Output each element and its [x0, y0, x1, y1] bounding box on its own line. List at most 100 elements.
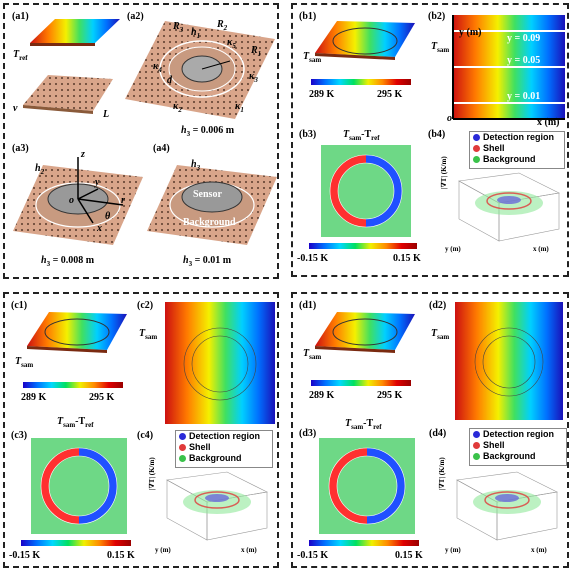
- z-axis-label: z: [81, 149, 85, 160]
- k1-label: κ1: [235, 101, 244, 114]
- shell-marker: [473, 145, 480, 153]
- plot-ylabel-c: |∇T| (K/m): [148, 457, 156, 490]
- colorbar-diff-c: [21, 540, 131, 546]
- colorbar-temperature-b: [311, 79, 411, 85]
- label-d2: (d2): [429, 300, 447, 311]
- k3-label: κ3: [249, 71, 258, 84]
- detection-marker: [473, 134, 480, 142]
- plot-xlabel-c: x (m): [241, 546, 257, 554]
- tsam-label-d1: Tsam: [303, 348, 322, 361]
- y-axis-label-a3: y: [95, 177, 100, 188]
- L-label: L: [103, 109, 110, 120]
- origin-label-a3: o: [69, 195, 74, 206]
- label-d1: (d1): [299, 300, 317, 311]
- label-c3: (c3): [11, 430, 28, 441]
- copper-plate: [23, 75, 113, 114]
- background-marker: [473, 156, 480, 164]
- gradient-plot-c4: [166, 471, 268, 541]
- panel-d: (d1) (d2) (d3) (d4) Tsam 289 K 295 K Tsa…: [291, 292, 569, 568]
- shell-marker: [473, 442, 480, 450]
- h1-label: h1: [191, 27, 201, 40]
- k4-label: κ4: [153, 61, 162, 74]
- legend-d4: [469, 428, 567, 466]
- R1-label: R1: [251, 45, 262, 58]
- cbar-max-d: 295 K: [377, 390, 403, 401]
- shell-marker: [179, 444, 186, 452]
- label-a4: (a4): [153, 143, 170, 154]
- diff-min-d: -0.15 K: [297, 550, 329, 561]
- thermal-device-b1: [315, 21, 415, 60]
- label-b2: (b2): [428, 11, 446, 22]
- sensor-label: Sensor: [193, 189, 222, 200]
- tsam-label-b2: Tsam: [431, 41, 450, 54]
- tsam-label-c2: Tsam: [139, 328, 158, 341]
- legend-item-detection-c: Detection region: [179, 431, 260, 441]
- background-marker: [473, 453, 480, 461]
- plot-xlabel-d: x (m): [531, 546, 547, 554]
- temperature-map-b2: [452, 15, 565, 120]
- thermal-device-c1: [27, 312, 127, 353]
- k2-label: κ2: [173, 101, 182, 114]
- R2-label: R2: [217, 19, 228, 32]
- device-schematic-a4: [147, 165, 277, 245]
- tsam-label-d2: Tsam: [431, 328, 450, 341]
- colorbar-temperature-c: [23, 382, 123, 388]
- legend-item-shell-b: Shell: [473, 143, 505, 153]
- diff-min-c: -0.15 K: [9, 550, 41, 561]
- background-label: Background: [183, 217, 236, 228]
- legend-b4: [469, 131, 565, 169]
- theta-label: θ: [105, 211, 111, 222]
- tsam-label-c1: Tsam: [15, 356, 34, 369]
- colorbar-temperature-d: [311, 380, 411, 386]
- r-label: r: [121, 195, 125, 206]
- legend-item-background-d: Background: [473, 451, 536, 461]
- legend-c4: [175, 430, 273, 468]
- detection-marker: [473, 431, 480, 439]
- line-label-2: y = 0.05: [507, 55, 541, 66]
- reference-plate: [30, 19, 120, 46]
- temperature-map-c2: [165, 302, 275, 424]
- label-c2: (c2): [137, 300, 154, 311]
- panel-a: (a1) (a2) (a3) (a4) Tref v L R3 h1 R2 κ5…: [3, 3, 279, 279]
- line-label-1: y = 0.09: [507, 33, 541, 44]
- legend-item-shell-c: Shell: [179, 442, 211, 452]
- label-b1: (b1): [299, 11, 317, 22]
- thermal-device-d1: [315, 312, 415, 353]
- label-c4: (c4): [137, 430, 154, 441]
- diff-max-b: 0.15 K: [393, 253, 421, 264]
- label-d3: (d3): [299, 428, 317, 439]
- cbar-min-c: 289 K: [21, 392, 47, 403]
- difference-map-c3: [31, 438, 127, 534]
- y-axis-label-b2: y (m): [459, 27, 482, 38]
- x-axis-label-a3: x: [97, 223, 102, 234]
- temperature-map-d2: [455, 302, 563, 420]
- detection-marker: [179, 433, 186, 441]
- cbar-max-c: 295 K: [89, 392, 115, 403]
- diff-max-d: 0.15 K: [395, 550, 423, 561]
- plot-ylabel-axis-b: y (m): [445, 245, 461, 253]
- device-schematic-a3: [13, 157, 143, 245]
- plot-xlabel-b: x (m): [533, 245, 549, 253]
- diff-title-c3: Tsam-Tref: [57, 416, 94, 429]
- tref-label: Tref: [13, 49, 28, 62]
- h3-a2-value: h3 = 0.006 m: [181, 125, 235, 138]
- plot-ylabel-axis-d: y (m): [445, 546, 461, 554]
- device-schematic-a2: [125, 21, 275, 119]
- R3-label: R3: [173, 21, 184, 34]
- gradient-plot-d4: [456, 471, 558, 541]
- diff-max-c: 0.15 K: [107, 550, 135, 561]
- difference-map-b3: [321, 145, 411, 237]
- tsam-label-b1: Tsam: [303, 51, 322, 64]
- h3-a4-value: h3 = 0.01 m: [183, 255, 232, 268]
- gradient-plot-b4: [458, 172, 560, 242]
- diff-title-b3: Tsam-Tref: [343, 129, 380, 142]
- legend-item-detection-b: Detection region: [473, 132, 554, 142]
- legend-item-detection-d: Detection region: [473, 429, 554, 439]
- origin-label-b2: o: [447, 113, 452, 124]
- diff-title-d3: Tsam-Tref: [345, 418, 382, 431]
- label-d4: (d4): [429, 428, 447, 439]
- colorbar-diff-b: [309, 243, 417, 249]
- legend-item-background-c: Background: [179, 453, 242, 463]
- x-axis-label-b2: x (m): [537, 117, 560, 128]
- cbar-max-b: 295 K: [377, 89, 403, 100]
